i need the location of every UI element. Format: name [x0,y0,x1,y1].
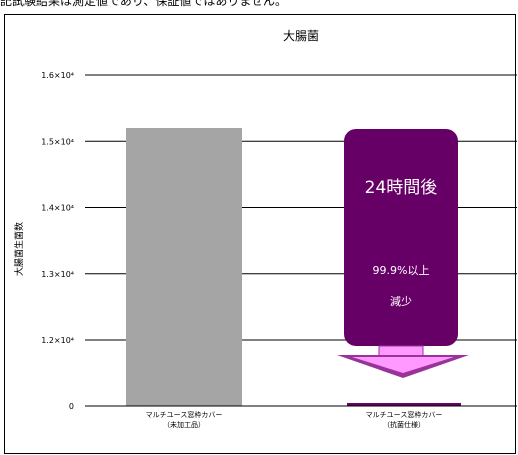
y-tick-label: 1.3×10⁴ [41,270,74,279]
y-tick-label: 1.6×10⁴ [41,71,74,80]
callout-box [344,129,458,346]
y-tick-labels: 0 1.2×10⁴ 1.3×10⁴ 1.4×10⁴ 1.5×10⁴ 1.6×10⁴ [41,71,74,411]
chart: 大腸菌 0 1.2×10⁴ 1.3×10⁴ 1.4×10⁴ 1.5×10⁴ 1.6×10⁴… [13,29,517,429]
y-tick-label: 0 [69,402,74,411]
bar-layer [126,128,461,406]
bar-treated [347,403,461,406]
y-tick-label: 1.5×10⁴ [41,137,74,146]
x-category-labels: マルチユース窓枠カバー（未加工品）マルチユース窓枠カバー（抗菌仕様） [146,410,443,429]
arrow-head-inner [352,357,454,373]
callout-heading: 24時間後 [365,178,438,198]
bar-untreated [126,128,242,406]
y-axis-label: 大腸菌生菌数 [13,222,25,276]
top-caption: 記試験結果は測定値であり、保証値ではありません。 [0,0,288,8]
chart-title: 大腸菌 [283,29,319,43]
chart-frame: 大腸菌 0 1.2×10⁴ 1.3×10⁴ 1.4×10⁴ 1.5×10⁴ 1.6×10⁴… [4,14,517,454]
x-category-label: マルチユース窓枠カバー [146,410,223,419]
x-category-label: マルチユース窓枠カバー [366,410,443,419]
y-tick-label: 1.2×10⁴ [41,336,74,345]
x-category-sublabel: （未加工品） [163,420,205,429]
x-category-sublabel: （抗菌仕様） [383,420,425,429]
callout-line1: 99.9%以上 [373,264,430,277]
y-tick-label: 1.4×10⁴ [41,204,74,213]
callout-line2: 減少 [390,294,412,308]
